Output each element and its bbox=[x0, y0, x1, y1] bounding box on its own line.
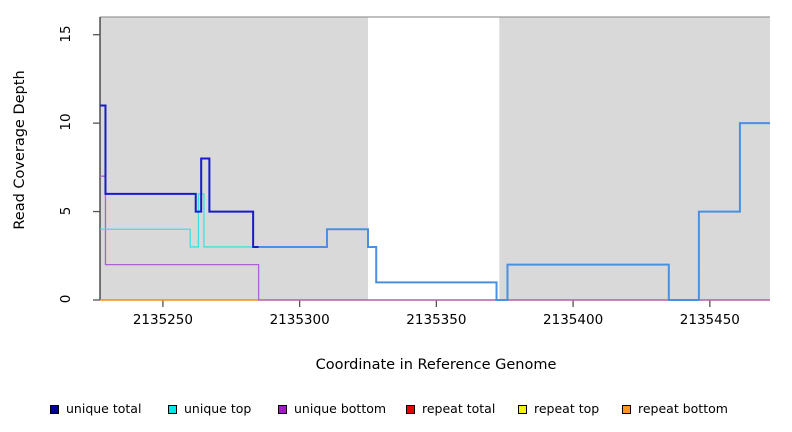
legend-swatch-icon bbox=[168, 404, 177, 414]
legend-swatch-icon bbox=[518, 404, 527, 414]
shaded-region-0 bbox=[100, 17, 368, 300]
x-tick-label-3: 2135400 bbox=[543, 312, 604, 328]
series-unique-total bbox=[100, 104, 259, 248]
legend-item-repeat-bottom[interactable]: repeat bottom bbox=[622, 401, 742, 416]
y-tick-label-0: 0 bbox=[58, 294, 74, 304]
legend-item-unique-bottom[interactable]: unique bottom bbox=[278, 401, 406, 416]
legend-label: repeat bottom bbox=[638, 401, 728, 416]
series-unique-total-continued bbox=[258, 122, 770, 301]
y-tick-label-2: 10 bbox=[58, 113, 74, 131]
legend-swatch-icon bbox=[622, 404, 631, 414]
series-unique-top bbox=[100, 193, 259, 248]
legend-label: repeat top bbox=[534, 401, 600, 416]
legend-swatch-icon bbox=[278, 404, 287, 414]
legend-item-unique-total[interactable]: unique total bbox=[50, 401, 168, 416]
legend-label: unique bottom bbox=[294, 401, 387, 416]
legend-swatch-icon bbox=[406, 404, 415, 414]
legend-item-unique-top[interactable]: unique top bbox=[168, 401, 278, 416]
legend-item-repeat-total[interactable]: repeat total bbox=[406, 401, 518, 416]
y-tick-label-3: 15 bbox=[58, 25, 74, 43]
x-tick-label-2: 2135350 bbox=[406, 312, 467, 328]
x-tick-label-1: 2135300 bbox=[269, 312, 330, 328]
x-axis-title: Coordinate in Reference Genome bbox=[315, 357, 557, 373]
legend-item-repeat-top[interactable]: repeat top bbox=[518, 401, 622, 416]
shaded-region-1 bbox=[499, 17, 770, 300]
y-axis-title: Read Coverage Depth bbox=[12, 70, 28, 230]
x-tick-label-4: 2135450 bbox=[679, 312, 740, 328]
legend-label: unique top bbox=[184, 401, 252, 416]
legend-swatch-icon bbox=[50, 404, 59, 414]
legend-label: unique total bbox=[66, 401, 142, 416]
legend-label: repeat total bbox=[422, 401, 496, 416]
y-tick-label-1: 5 bbox=[58, 206, 74, 215]
chart-legend: unique total unique top unique bottom repea… bbox=[0, 398, 792, 420]
x-tick-label-0: 2135250 bbox=[132, 312, 193, 328]
